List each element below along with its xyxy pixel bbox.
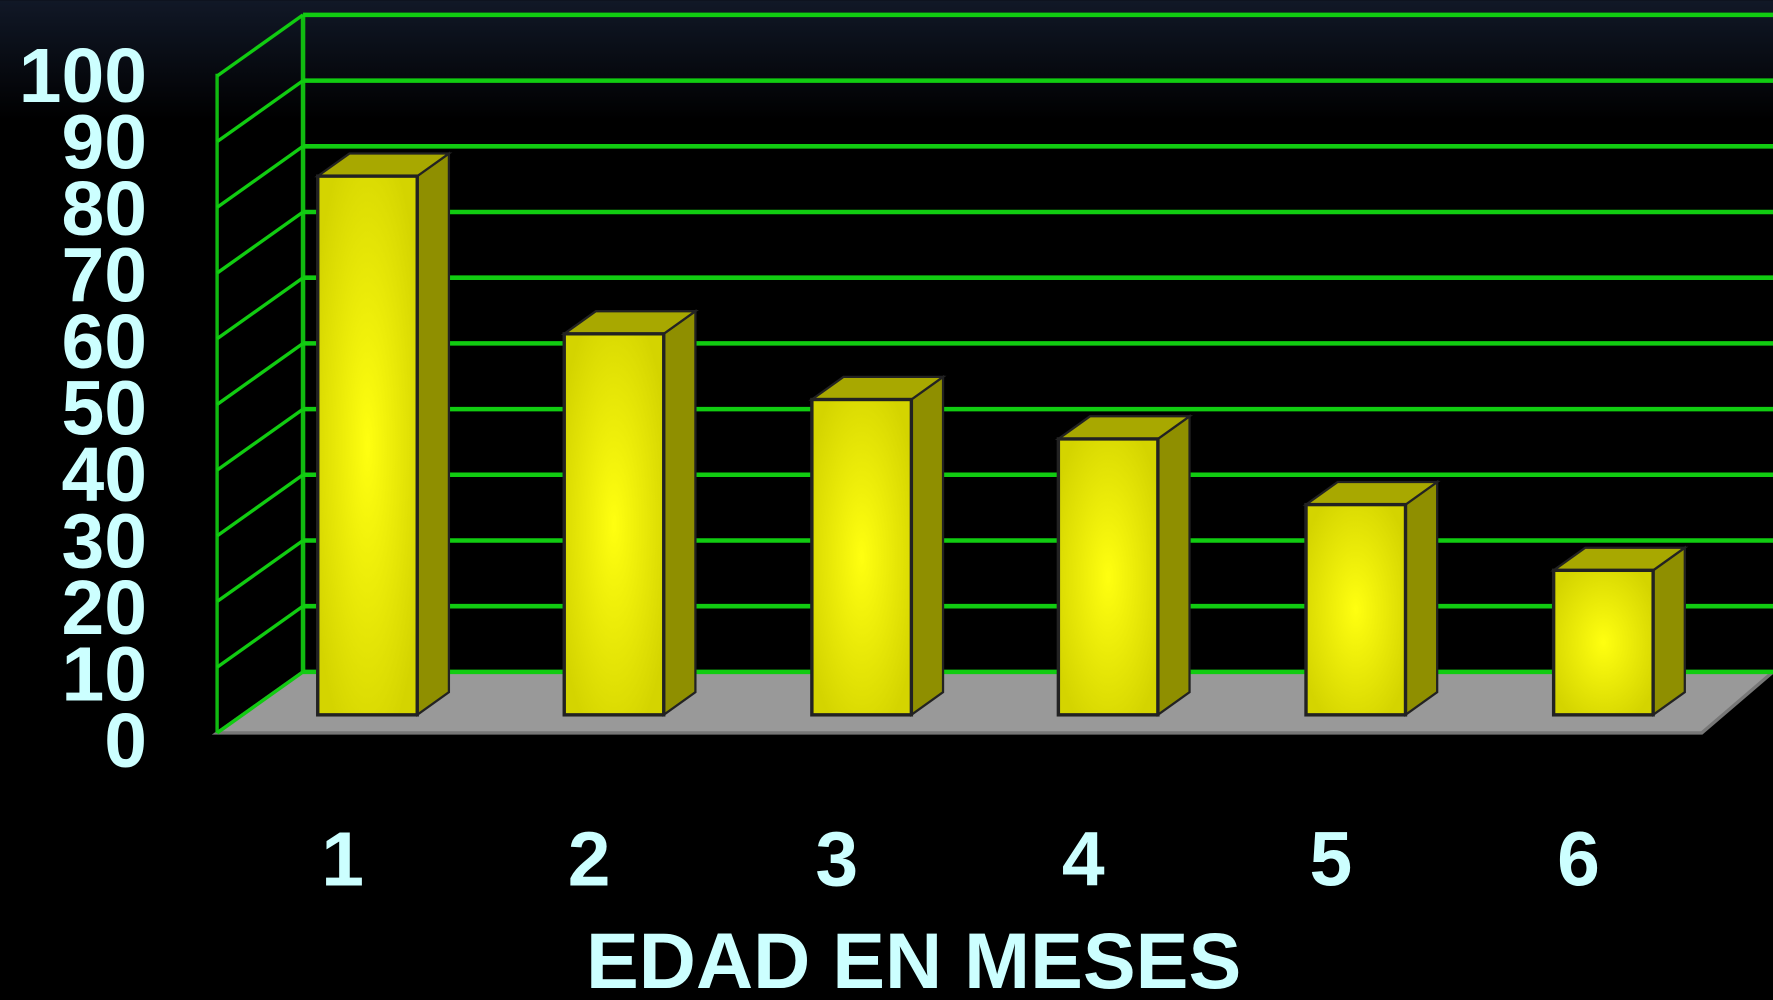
bar-front: [316, 174, 419, 717]
y-tick-label: 40: [61, 432, 147, 518]
y-tick-label: 30: [61, 498, 147, 584]
bar: [314, 151, 453, 718]
bar: [1302, 479, 1441, 718]
y-tick-label: 100: [19, 33, 147, 119]
side-grid-line: [216, 79, 305, 144]
bar-front: [1304, 502, 1408, 717]
bar: [1550, 545, 1689, 718]
side-grid-line: [216, 144, 305, 209]
side-grid-line: [216, 13, 305, 78]
bar: [808, 374, 947, 718]
side-grid-line: [216, 670, 305, 735]
side-grid-line: [216, 210, 305, 275]
side-grid-line: [216, 407, 305, 472]
y-tick-label: 0: [104, 698, 147, 784]
bar-side: [910, 374, 945, 718]
side-grid-line: [216, 539, 305, 603]
y-tick-label: 70: [61, 232, 147, 318]
y-tick-label: 10: [61, 631, 147, 717]
bar-side: [416, 151, 451, 718]
y-tick-label: 80: [61, 166, 147, 252]
y-tick-label: 60: [61, 299, 147, 385]
bar: [1054, 414, 1194, 718]
bar-side: [1156, 414, 1191, 718]
bar-front: [1056, 437, 1160, 717]
x-tick-label: 5: [1309, 817, 1352, 903]
x-tick-label: 6: [1557, 817, 1600, 903]
y-tick-label: 90: [61, 99, 147, 185]
side-grid-line: [216, 604, 305, 669]
side-grid-line: [216, 276, 305, 341]
x-tick-label: 4: [1062, 817, 1105, 903]
bar-front: [562, 332, 666, 717]
x-tick-label: 1: [321, 817, 364, 903]
bar-front: [1551, 568, 1655, 717]
bar-side: [1652, 545, 1686, 718]
x-axis-title: EDAD EN MESES: [586, 916, 1241, 1000]
bar-side: [662, 308, 697, 718]
x-tick-label: 3: [815, 817, 858, 903]
side-grid-line: [216, 473, 305, 538]
side-grid-line: [216, 342, 305, 406]
bar: [560, 308, 699, 718]
y-tick-label: 50: [61, 365, 147, 451]
floor: [211, 670, 1773, 735]
bar-front: [810, 397, 914, 717]
bar-side: [1404, 479, 1439, 718]
x-tick-label: 2: [568, 817, 611, 903]
y-tick-label: 20: [61, 565, 147, 651]
